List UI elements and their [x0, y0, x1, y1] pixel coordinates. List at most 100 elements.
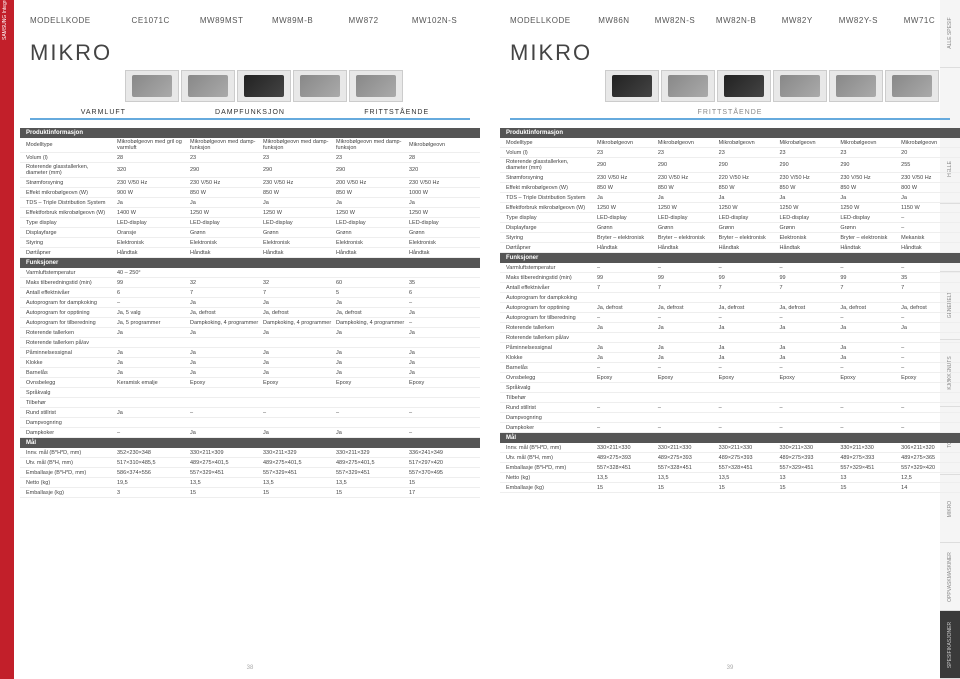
spec-label: Type display [20, 219, 115, 227]
spec-row: Netto (kg)13,513,513,5131312,5 [500, 473, 960, 483]
spec-value: 15 [595, 484, 656, 492]
spec-value: 23 [188, 154, 261, 162]
spec-value: 28 [115, 154, 188, 162]
header-modellkode: MODELLKODE [30, 16, 115, 25]
spec-value [656, 417, 717, 419]
spec-value: – [407, 319, 480, 327]
spec-value: 1250 W [717, 204, 778, 212]
spec-label: Displayfarge [500, 224, 595, 232]
spec-label: Klokke [20, 359, 115, 367]
spec-value: Ja [717, 354, 778, 362]
spec-row: Autoprogram for dampkoking [500, 293, 960, 303]
page-number: 39 [727, 665, 734, 671]
spec-value [261, 392, 334, 394]
spec-value: 517×297×420 [407, 459, 480, 467]
spec-value [717, 337, 778, 339]
spec-row: Språkvalg [500, 383, 960, 393]
spec-value: – [899, 264, 960, 272]
spec-row: Tilbehør [500, 393, 960, 403]
spec-value: – [838, 424, 899, 432]
spec-value: 23 [595, 149, 656, 157]
spec-row: Dampvognring [20, 418, 480, 428]
spec-row: Utv. mål (B*H, mm)517×310×485,5489×275×4… [20, 458, 480, 468]
spec-value: – [115, 429, 188, 437]
spec-row: Strømforsyning230 V/50 Hz230 V/50 Hz230 … [20, 178, 480, 188]
spec-label: Maks tilberedningstid (min) [500, 274, 595, 282]
spec-value [595, 387, 656, 389]
spec-value: 489×275×393 [777, 454, 838, 462]
spec-value: Ja [595, 324, 656, 332]
category-tabs: VARMLUFT DAMPFUNKSJON FRITTSTÅENDE [30, 106, 470, 120]
spec-value: 35 [407, 279, 480, 287]
spec-value [407, 402, 480, 404]
spec-value: 13,5 [595, 474, 656, 482]
tab-frittstaende[interactable]: FRITTSTÅENDE [510, 106, 950, 120]
spec-value: – [595, 424, 656, 432]
spec-value: LED-display [777, 214, 838, 222]
spec-value [777, 387, 838, 389]
spec-value [777, 417, 838, 419]
spec-value: Ja [188, 429, 261, 437]
spec-value [899, 387, 960, 389]
spec-row: Utv. mål (B*H, mm)489×275×393489×275×393… [500, 453, 960, 463]
spec-row: PåminnelsessignalJaJaJaJaJa– [500, 343, 960, 353]
spec-value: Ja, defrost [717, 304, 778, 312]
spec-value: – [595, 314, 656, 322]
spec-row: Dampvognring [500, 413, 960, 423]
spec-value: – [717, 424, 778, 432]
spec-label: Påminnelsessignal [500, 344, 595, 352]
spec-label: Barnelås [500, 364, 595, 372]
spec-value: – [777, 264, 838, 272]
spec-value: Ja, 5 programmer [115, 319, 188, 327]
spec-value [261, 422, 334, 424]
spec-value [656, 337, 717, 339]
spec-value: 200 V/50 Hz [334, 179, 407, 187]
spec-value: 290 [595, 161, 656, 169]
spec-value: Ja [261, 349, 334, 357]
spec-value: 19,5 [115, 479, 188, 487]
spec-value: – [777, 404, 838, 412]
product-thumb [181, 70, 235, 102]
spec-value: – [656, 364, 717, 372]
spec-value: Ja [188, 199, 261, 207]
spec-value: – [188, 409, 261, 417]
spec-value: Ja [334, 359, 407, 367]
spec-label: Effekt mikrobølgeovn (W) [20, 189, 115, 197]
spec-value: Mikrobølgeovn [777, 139, 838, 147]
spec-row: DørtåpnerHåndtakHåndtakHåndtakHåndtakHån… [500, 243, 960, 253]
spec-value: Ja [407, 309, 480, 317]
tab-varmluft[interactable]: VARMLUFT [30, 106, 177, 120]
spec-row: StyringBryter – elektroniskBryter – elek… [500, 233, 960, 243]
spec-value [777, 337, 838, 339]
product-thumb [605, 70, 659, 102]
spec-value: 290 [188, 166, 261, 174]
spec-row: StyringElektroniskElektroniskElektronisk… [20, 238, 480, 248]
spec-value: 330×211×330 [838, 444, 899, 452]
spec-value [407, 342, 480, 344]
spec-value: 557×329×420 [899, 464, 960, 472]
spec-value: Grønn [656, 224, 717, 232]
spec-value: Mikrobølgeovn med damp-funksjon [188, 138, 261, 152]
spec-value: Mikrobølgeovn [595, 139, 656, 147]
spec-value: – [838, 404, 899, 412]
section-header: Produktinformasjon [20, 128, 480, 138]
product-thumb [717, 70, 771, 102]
spec-value: 330×211×330 [595, 444, 656, 452]
spec-value: 800 W [899, 184, 960, 192]
spec-value: 15 [656, 484, 717, 492]
header-modellkode: MODELLKODE [510, 16, 583, 25]
spec-value: Håndtak [777, 244, 838, 252]
spec-value: Ja, defrost [188, 309, 261, 317]
spec-value: Håndtak [656, 244, 717, 252]
spec-value: 1250 W [656, 204, 717, 212]
spec-value: Mikrobølgeovn [656, 139, 717, 147]
tab-frittstaende[interactable]: FRITTSTÅENDE [323, 106, 470, 120]
spec-value: Epoxy [656, 374, 717, 382]
tab-dampfunksjon[interactable]: DAMPFUNKSJON [177, 106, 324, 120]
spec-value: – [656, 404, 717, 412]
spec-value: 1250 W [595, 204, 656, 212]
spec-value: Ja [656, 194, 717, 202]
spec-value: – [717, 404, 778, 412]
spec-value [334, 272, 407, 274]
spec-value: Grønn [838, 224, 899, 232]
